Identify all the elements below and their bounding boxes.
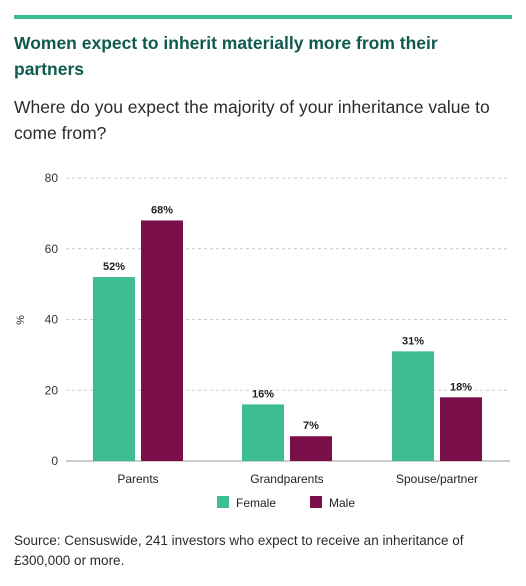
legend-swatch-male (310, 496, 322, 508)
bar-value-label: 16% (252, 388, 274, 400)
bar-male-grandparents (290, 436, 332, 461)
bar-male-parents (141, 220, 183, 461)
legend-swatch-female (217, 496, 229, 508)
y-tick-label: 60 (45, 242, 59, 256)
y-tick-label: 0 (51, 454, 58, 468)
source-note: Source: Censuswide, 241 investors who ex… (14, 533, 464, 568)
bar-value-label: 52% (103, 261, 125, 273)
y-axis-label: % (15, 315, 27, 325)
x-tick-label: Spouse/partner (396, 472, 478, 486)
chart-subtitle: Where do you expect the majority of your… (14, 97, 490, 143)
legend-label-female: Female (236, 496, 276, 510)
y-tick-label: 20 (45, 383, 59, 397)
bar-male-spouse-partner (440, 397, 482, 461)
y-tick-label: 80 (45, 171, 59, 185)
bar-value-label: 7% (303, 420, 319, 432)
bar-female-grandparents (242, 404, 284, 461)
chart-title: Women expect to inherit materially more … (14, 33, 438, 79)
bar-value-label: 18% (450, 381, 472, 393)
top-accent-rule (14, 15, 512, 19)
legend-label-male: Male (329, 496, 355, 510)
bar-female-parents (93, 277, 135, 461)
y-tick-label: 40 (45, 313, 59, 327)
x-tick-label: Grandparents (250, 472, 323, 486)
bar-value-label: 68% (151, 204, 173, 216)
bar-value-label: 31% (402, 335, 424, 347)
bar-female-spouse-partner (392, 351, 434, 461)
x-tick-label: Parents (117, 472, 158, 486)
